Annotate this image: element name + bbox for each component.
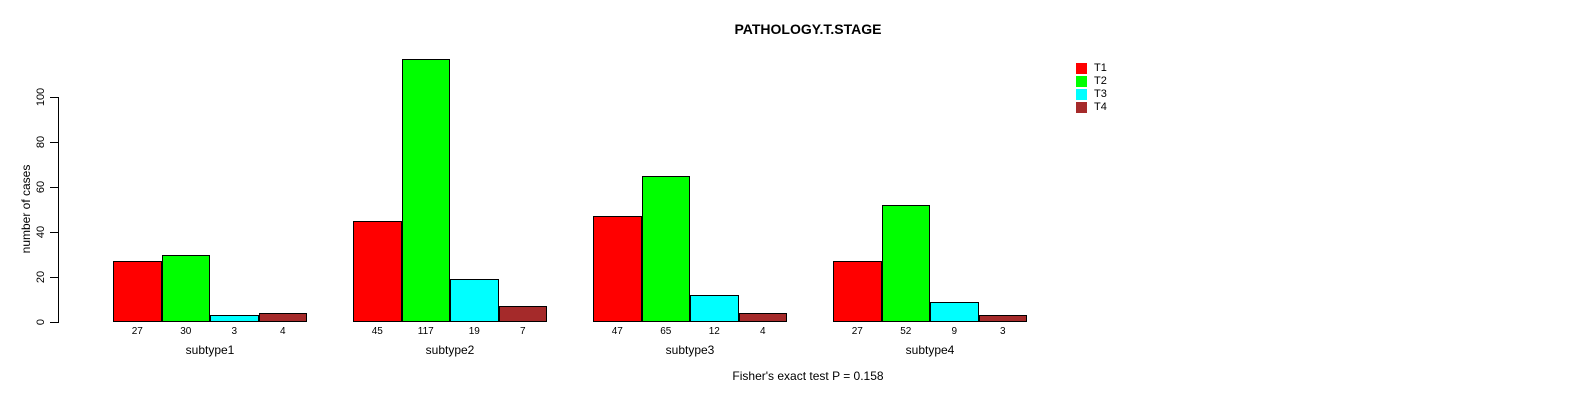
legend-swatch-T2 [1076, 76, 1087, 87]
bar-T1-subtype1 [113, 261, 162, 322]
y-axis-tick [50, 187, 58, 188]
y-axis-tick [50, 142, 58, 143]
bar-value-label: 4 [759, 326, 766, 337]
bar-T2-subtype3 [641, 175, 690, 322]
legend-item-T1: T1 [1076, 62, 1107, 75]
bar-T3-subtype3 [690, 295, 739, 322]
bar-value-label: 4 [279, 326, 286, 337]
bar-T1-subtype4 [833, 261, 882, 322]
y-axis-line [58, 97, 59, 323]
bar-T4-subtype1 [258, 313, 307, 322]
bar-value-label: 12 [708, 326, 720, 337]
legend-label: T2 [1094, 75, 1107, 87]
bar-T2-subtype2 [401, 58, 450, 322]
bar-value-label: 30 [180, 326, 192, 337]
bar-T4-subtype2 [498, 306, 547, 322]
bar-T3-subtype2 [450, 279, 499, 322]
bar-value-label: 117 [417, 326, 434, 337]
y-axis-tick-label: 60 [35, 180, 47, 194]
y-axis-tick [50, 277, 58, 278]
y-axis-tick-label: 0 [35, 318, 47, 326]
bar-T1-subtype3 [593, 216, 642, 322]
bar-T3-subtype1 [210, 315, 259, 322]
bar-T2-subtype4 [881, 205, 930, 322]
y-axis-tick [50, 322, 58, 323]
x-category-label: subtype1 [185, 343, 235, 357]
legend-label: T1 [1094, 62, 1107, 74]
y-axis-tick [50, 232, 58, 233]
y-axis-tick-label: 100 [35, 87, 47, 107]
chart-title: PATHOLOGY.T.STAGE [734, 21, 882, 37]
bar-value-label: 3 [231, 326, 238, 337]
bar-value-label: 27 [851, 326, 863, 337]
y-axis-label: number of cases [19, 164, 33, 254]
y-axis-tick-label: 40 [35, 225, 47, 239]
bar-value-label: 19 [468, 326, 480, 337]
legend-item-T2: T2 [1076, 75, 1107, 88]
x-category-label: subtype3 [665, 343, 715, 357]
bar-T2-subtype1 [161, 254, 210, 322]
bar-value-label: 27 [131, 326, 143, 337]
bar-value-label: 65 [660, 326, 672, 337]
bar-value-label: 45 [371, 326, 383, 337]
bar-T3-subtype4 [930, 301, 979, 322]
bar-value-label: 52 [900, 326, 912, 337]
y-axis-tick [50, 97, 58, 98]
legend-label: T4 [1094, 101, 1107, 113]
bar-T1-subtype2 [353, 220, 402, 322]
bar-value-label: 9 [951, 326, 958, 337]
bar-T4-subtype4 [978, 315, 1027, 322]
legend: T1 T2 T3 T4 [1076, 62, 1107, 114]
bar-value-label: 47 [611, 326, 623, 337]
bar-T4-subtype3 [738, 313, 787, 322]
legend-swatch-T3 [1076, 89, 1087, 100]
legend-item-T4: T4 [1076, 101, 1107, 114]
legend-label: T3 [1094, 88, 1107, 100]
fisher-test-annotation: Fisher's exact test P = 0.158 [732, 369, 884, 383]
x-category-label: subtype2 [425, 343, 475, 357]
legend-item-T3: T3 [1076, 88, 1107, 101]
x-category-label: subtype4 [905, 343, 955, 357]
legend-swatch-T1 [1076, 63, 1087, 74]
y-axis-tick-label: 80 [35, 135, 47, 149]
bar-value-label: 7 [519, 326, 526, 337]
y-axis-tick-label: 20 [35, 270, 47, 284]
legend-swatch-T4 [1076, 102, 1087, 113]
bar-value-label: 3 [999, 326, 1006, 337]
